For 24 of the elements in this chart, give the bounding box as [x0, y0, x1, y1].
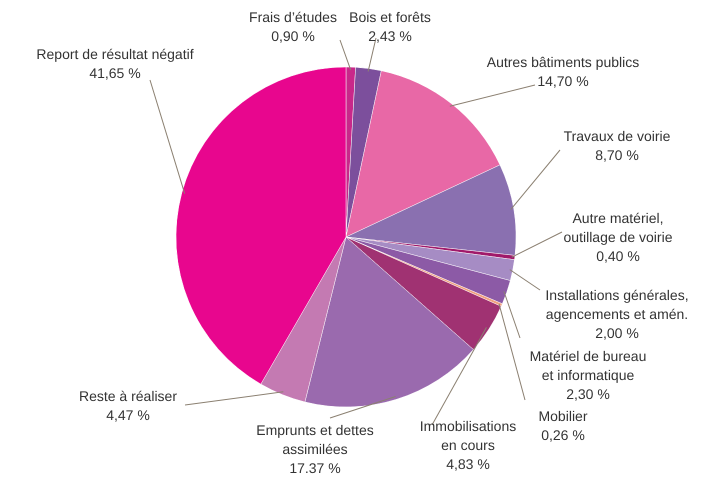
- data-label: 4,47 %: [106, 407, 150, 423]
- data-label: 41,65 %: [89, 65, 141, 81]
- data-label: 4,83 %: [446, 456, 490, 472]
- slice-label: Mobilier: [538, 408, 588, 424]
- slice-label: Matériel de bureau et informatique: [530, 348, 646, 383]
- data-label: 2,43 %: [368, 28, 412, 44]
- slice-label: Installations générales, agencements et amén.: [545, 287, 689, 322]
- slice-label: Immobilisations en cours: [420, 418, 516, 453]
- data-label: 0,90 %: [271, 28, 315, 44]
- data-label: 0,40 %: [596, 248, 640, 264]
- data-label: 2,30 %: [566, 386, 610, 402]
- data-label: 0,26 %: [541, 427, 585, 443]
- slice-label: Autres bâtiments publics: [486, 54, 640, 70]
- data-label: 2,00 %: [595, 325, 639, 341]
- slice-label: Autre matériel, outillage de voirie: [564, 210, 673, 245]
- slice-label: Bois et forêts: [349, 9, 431, 25]
- slice-label: Reste à réaliser: [78, 388, 178, 404]
- data-label: 8,70 %: [595, 147, 639, 163]
- slice-label: Travaux de voirie: [564, 128, 671, 144]
- slice-label: Emprunts et dettes assimilées: [256, 422, 374, 457]
- data-label: 17.37 %: [289, 460, 341, 476]
- data-label: 14,70 %: [537, 73, 589, 89]
- slice-label: Frais d’études: [249, 9, 337, 25]
- slice-label: Report de résultat négatif: [36, 46, 194, 62]
